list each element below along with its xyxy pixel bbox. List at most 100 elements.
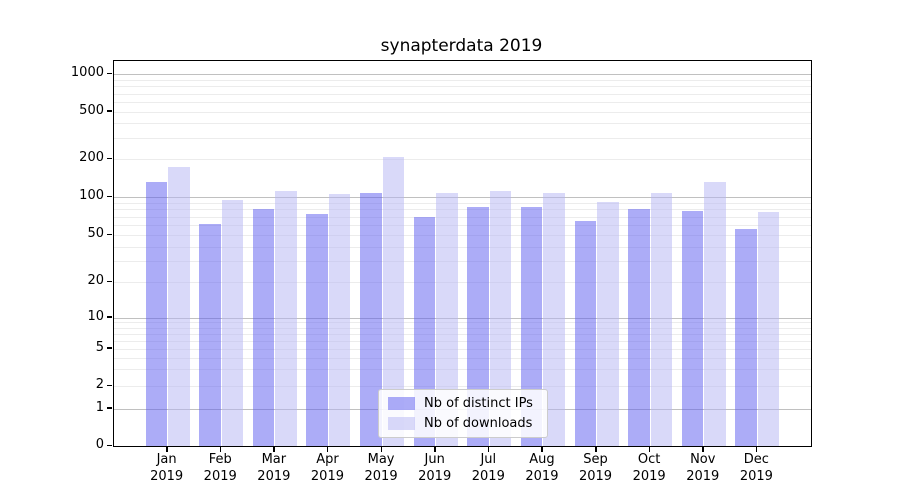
bar-distinct-ips-jun	[413, 216, 436, 446]
x-tick	[434, 446, 436, 452]
gridline-minor	[114, 111, 811, 113]
bar-downloads-oct	[650, 192, 673, 446]
gridline-minor	[114, 123, 811, 125]
y-tick-label: 0	[95, 437, 104, 452]
legend-item: Nb of downloads	[388, 416, 547, 431]
y-tick-label: 10	[87, 308, 104, 324]
y-tick-label: 50	[87, 226, 104, 242]
bar-downloads-apr	[328, 193, 351, 446]
y-tick	[107, 316, 112, 318]
x-tick	[595, 446, 597, 452]
bar-distinct-ips-jul	[467, 207, 489, 446]
bar-distinct-ips-oct	[628, 209, 650, 446]
gridline-minor	[114, 246, 811, 248]
y-tick	[107, 444, 112, 446]
x-tick	[755, 446, 758, 452]
x-tick-label: Nov 2019	[686, 452, 720, 484]
gridline-minor	[114, 86, 811, 88]
gridline-minor	[114, 235, 811, 237]
y-tick	[107, 195, 112, 197]
gridline-minor	[114, 101, 811, 103]
legend-swatch	[388, 397, 415, 410]
x-tick	[273, 446, 275, 452]
bar-downloads-feb	[221, 200, 244, 446]
legend-label: Nb of downloads	[424, 416, 533, 431]
x-tick-label: Jun 2019	[418, 452, 452, 484]
gridline-minor	[114, 209, 811, 211]
x-tick	[487, 446, 490, 452]
y-tick	[107, 110, 112, 112]
gridline-minor	[114, 386, 811, 387]
x-tick-label: Dec 2019	[739, 452, 773, 484]
x-tick	[166, 446, 168, 452]
y-tick	[107, 347, 112, 349]
gridline-major	[114, 197, 811, 198]
x-tick	[380, 446, 383, 452]
bar-downloads-nov	[704, 181, 726, 446]
gridline-major	[114, 317, 811, 319]
bar-distinct-ips-jan	[145, 182, 168, 446]
x-tick	[702, 446, 704, 452]
x-tick-label: Mar 2019	[257, 452, 291, 484]
y-tick-label: 100	[79, 188, 104, 203]
bar-distinct-ips-sep	[574, 220, 597, 446]
gridline-minor	[114, 159, 811, 161]
legend-item: Nb of distinct IPs	[388, 396, 547, 411]
gridline-minor	[114, 348, 811, 350]
gridline-minor	[114, 93, 811, 95]
x-tick-label: Apr 2019	[310, 452, 344, 484]
gridline-minor	[114, 327, 811, 329]
y-tick-label: 200	[79, 150, 104, 166]
legend-swatch	[388, 417, 415, 430]
bar-distinct-ips-aug	[520, 207, 543, 446]
gridline-minor	[114, 225, 811, 227]
gridline-minor	[114, 333, 811, 335]
y-tick-label: 20	[87, 273, 104, 288]
bar-downloads-sep	[597, 201, 619, 446]
gridline-minor	[114, 202, 811, 204]
y-tick-label: 500	[79, 102, 104, 118]
bar-downloads-dec	[757, 212, 780, 446]
bar-downloads-jan	[168, 166, 190, 446]
y-tick-label: 1	[95, 399, 104, 415]
gridline-minor	[114, 216, 811, 218]
x-tick-label: Feb 2019	[203, 452, 237, 484]
gridline-minor	[114, 79, 811, 81]
x-tick-label: Jul 2019	[471, 452, 505, 484]
y-tick	[107, 384, 112, 386]
legend: Nb of distinct IPs Nb of downloads	[378, 389, 548, 438]
x-tick-label: Aug 2019	[525, 452, 559, 484]
bar-distinct-ips-mar	[252, 209, 275, 446]
x-tick	[541, 446, 543, 452]
y-tick-label: 2	[95, 377, 104, 392]
bar-downloads-jun	[436, 193, 458, 446]
x-tick-label: Oct 2019	[632, 452, 666, 484]
y-tick	[107, 157, 112, 160]
gridline-minor	[114, 138, 811, 140]
bar-downloads-may	[382, 157, 405, 446]
bar-distinct-ips-apr	[306, 213, 328, 446]
y-tick	[107, 280, 112, 282]
bar-downloads-jul	[489, 190, 512, 446]
gridline-minor	[114, 322, 811, 324]
bar-distinct-ips-nov	[681, 211, 704, 446]
chart-title: synapterdata 2019	[380, 36, 543, 56]
x-tick	[219, 446, 222, 452]
bar-downloads-aug	[543, 193, 565, 446]
x-tick-label: May 2019	[364, 452, 398, 484]
x-tick	[648, 446, 651, 452]
bar-downloads-mar	[275, 190, 297, 446]
bar-distinct-ips-feb	[199, 224, 221, 446]
x-tick-label: Jan 2019	[150, 452, 184, 484]
legend-label: Nb of distinct IPs	[424, 396, 533, 411]
bar-distinct-ips-may	[360, 193, 382, 446]
gridline-minor	[114, 369, 811, 371]
gridline-minor	[114, 282, 811, 283]
x-tick-label: Sep 2019	[578, 452, 613, 484]
y-tick	[107, 72, 112, 75]
y-tick	[107, 233, 112, 236]
y-tick	[107, 407, 112, 409]
gridline-minor	[114, 261, 811, 263]
bar-distinct-ips-dec	[735, 229, 757, 446]
